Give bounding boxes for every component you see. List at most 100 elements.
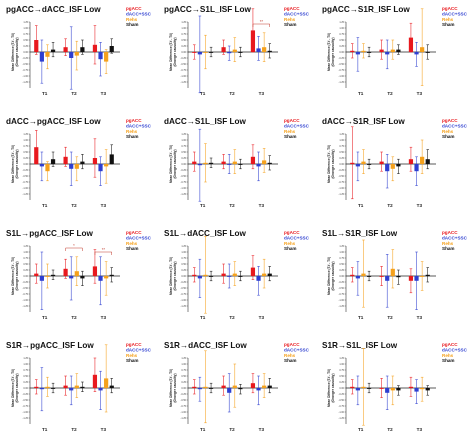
y-tick-label: 1.25	[23, 21, 28, 24]
y-tick-label: 0.75	[339, 145, 344, 148]
y-tick-label: 0.00	[339, 51, 344, 54]
y-axis-label-line: Mean Difference (T# - T0)	[169, 257, 173, 295]
y-tick-label: 0.75	[181, 33, 186, 36]
y-axis-label: Mean Difference (T# - T0)(Granger causal…	[169, 145, 177, 183]
y-axis-label-line: (Granger causality)	[15, 149, 19, 178]
legend-entry: pgACC	[284, 342, 300, 347]
x-tick-label: T3	[101, 91, 107, 96]
y-tick-label: -0.75	[339, 293, 345, 296]
y-tick-label: -0.75	[23, 181, 29, 184]
y-tick-label: 0.50	[181, 263, 186, 266]
y-tick-label: -1.00	[181, 411, 187, 414]
legend-entry: dACC+SSC	[284, 123, 310, 128]
y-axis-label-line: Mean Difference (T# - T0)	[11, 33, 15, 71]
chart-title: S1L→S1R_ISF Low	[322, 229, 398, 238]
y-axis-label-line: (Granger causality)	[331, 37, 335, 66]
x-tick-label: T3	[259, 203, 265, 208]
chart-title: S1L→dACC_ISF Low	[164, 229, 247, 238]
legend-entry: dACC+SSC	[284, 11, 310, 16]
x-tick-label: T2	[71, 203, 77, 208]
legend-entry: Rehs	[126, 241, 138, 246]
y-tick-label: -1.25	[339, 305, 345, 308]
x-tick-label: T1	[42, 315, 48, 320]
y-tick-label: 1.00	[23, 27, 28, 30]
legend-entry: Sham	[442, 358, 455, 363]
y-tick-label: 1.00	[181, 251, 186, 254]
legend-entry: Rehs	[284, 353, 296, 358]
x-tick-label: T2	[387, 203, 393, 208]
legend-entry: pgACC	[284, 6, 300, 11]
y-tick-label: -0.75	[339, 181, 345, 184]
legend-entry: Sham	[126, 134, 139, 139]
legend-entry: dACC+SSC	[442, 347, 468, 352]
y-tick-label: -0.25	[339, 169, 345, 172]
chart-panel: S1L→pgACC_ISF Low Mean Difference (T# - T…	[0, 224, 158, 336]
y-tick-label: 0.00	[181, 387, 186, 390]
y-tick-label: 0.00	[339, 387, 344, 390]
x-tick-label: T1	[358, 427, 364, 432]
legend-entry: dACC+SSC	[126, 347, 152, 352]
chart-svg: S1L→S1R_ISF Low Mean Difference (T# - T0)…	[322, 229, 468, 320]
x-tick-label: T2	[229, 203, 235, 208]
y-tick-label: -0.25	[23, 281, 29, 284]
y-axis-label: Mean Difference (T# - T0)(Granger causal…	[11, 33, 19, 71]
y-axis-label-line: Mean Difference (T# - T0)	[169, 33, 173, 71]
y-tick-label: -1.00	[339, 75, 345, 78]
y-tick-label: 1.25	[181, 245, 186, 248]
y-tick-label: -0.25	[181, 393, 187, 396]
chart-title: S1R→S1L_ISF Low	[322, 341, 398, 350]
y-tick-label: 0.25	[23, 269, 28, 272]
y-axis-label-line: Mean Difference (T# - T0)	[327, 257, 331, 295]
y-tick-label: -0.50	[23, 287, 29, 290]
y-tick-label: -0.50	[181, 175, 187, 178]
chart-panel: S1L→dACC_ISF Low Mean Difference (T# - T0…	[158, 224, 316, 336]
y-axis-label-line: (Granger causality)	[15, 373, 19, 402]
y-tick-label: -0.50	[339, 63, 345, 66]
chart-panel: dACC→S1L_ISF Low Mean Difference (T# - T0…	[158, 112, 316, 224]
y-tick-label: 0.25	[23, 157, 28, 160]
legend-entry: pgACC	[126, 118, 142, 123]
y-tick-label: -1.00	[23, 299, 29, 302]
chart-title: pgACC→S1L_ISF Low	[164, 5, 252, 14]
y-tick-label: 0.75	[23, 145, 28, 148]
y-tick-label: 1.25	[23, 245, 28, 248]
y-tick-label: 1.00	[339, 363, 344, 366]
x-tick-label: T2	[71, 427, 77, 432]
y-tick-label: -0.50	[23, 399, 29, 402]
y-tick-label: 1.00	[23, 139, 28, 142]
y-tick-label: -0.25	[181, 169, 187, 172]
y-tick-label: 1.00	[23, 251, 28, 254]
x-tick-label: T3	[101, 203, 107, 208]
y-tick-label: 0.50	[23, 39, 28, 42]
y-tick-label: -0.75	[23, 405, 29, 408]
y-tick-label: 0.50	[339, 375, 344, 378]
y-tick-label: 1.25	[339, 245, 344, 248]
y-axis-label-line: (Granger causality)	[331, 373, 335, 402]
chart-panel: pgACC→dACC_ISF Low Mean Difference (T# - …	[0, 0, 158, 112]
y-tick-label: 0.00	[23, 275, 28, 278]
y-tick-label: -0.50	[181, 63, 187, 66]
legend-entry: Rehs	[126, 17, 138, 22]
chart-title: pgACC→S1R_ISF Low	[322, 5, 410, 14]
legend-entry: dACC+SSC	[442, 235, 468, 240]
legend-entry: Sham	[126, 358, 139, 363]
y-tick-label: -0.50	[339, 175, 345, 178]
y-tick-label: 0.25	[339, 381, 344, 384]
y-tick-label: 0.00	[339, 275, 344, 278]
y-tick-label: -1.25	[181, 417, 187, 420]
y-tick-label: 1.25	[23, 357, 28, 360]
y-tick-label: -1.00	[23, 411, 29, 414]
legend-entry: Sham	[442, 22, 455, 27]
legend-entry: Rehs	[442, 129, 454, 134]
chart-panel: pgACC→S1L_ISF Low Mean Difference (T# - T…	[158, 0, 316, 112]
y-tick-label: -0.50	[23, 175, 29, 178]
chart-panel: dACC→S1R_ISF Low Mean Difference (T# - T0…	[316, 112, 474, 224]
legend-entry: dACC+SSC	[442, 11, 468, 16]
legend-entry: pgACC	[442, 230, 458, 235]
y-tick-label: 0.75	[339, 33, 344, 36]
y-tick-label: 1.25	[339, 21, 344, 24]
y-axis-label: Mean Difference (T# - T0)(Granger causal…	[169, 257, 177, 295]
y-tick-label: 0.25	[23, 45, 28, 48]
y-tick-label: -1.25	[23, 417, 29, 420]
y-tick-label: -1.00	[181, 187, 187, 190]
